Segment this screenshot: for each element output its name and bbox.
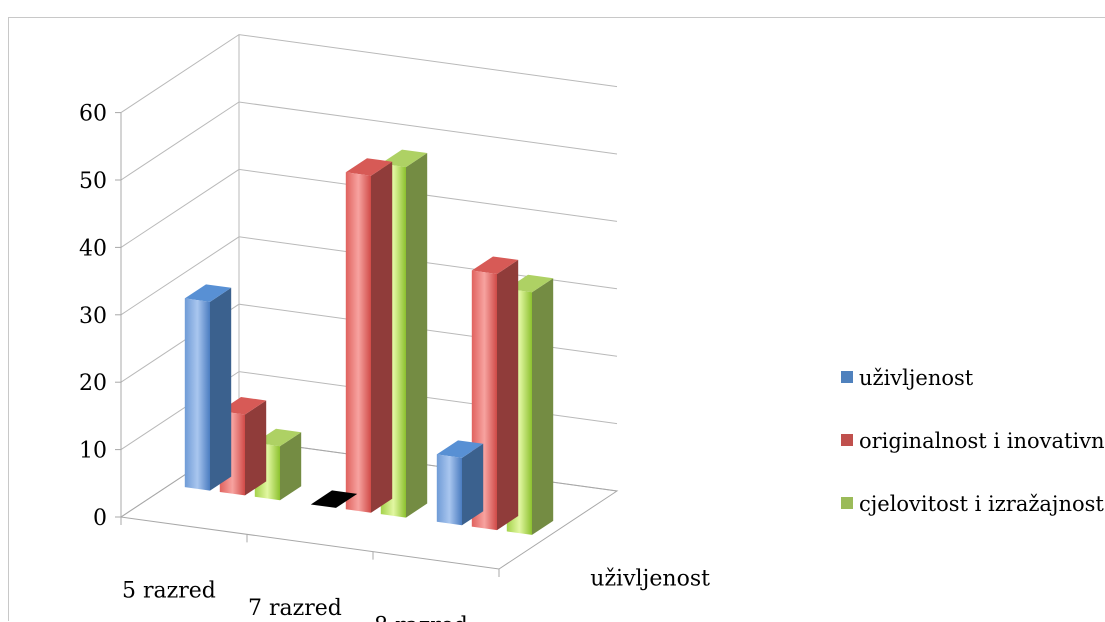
x-tick-label: 7 razred <box>248 596 342 621</box>
bar-side <box>462 443 484 526</box>
legend-entry: originalnost i inovativnost <box>859 429 1105 453</box>
bar <box>345 158 393 513</box>
bar-top <box>380 149 428 168</box>
y-tick-label: 40 <box>79 236 107 261</box>
bar-side <box>210 287 232 491</box>
chart-area: 0 10 20 30 40 50 60 5 razred 7 razred 8 razred uži… <box>8 17 1105 622</box>
bar-top <box>184 284 232 302</box>
bar-front <box>345 172 371 513</box>
legend-swatch <box>841 434 853 446</box>
bar-top <box>436 440 484 458</box>
bar <box>436 440 484 526</box>
legend: uživljenost originalnost i inovativnost cj… <box>841 366 1105 516</box>
bar-front <box>436 454 462 526</box>
y-tick-label: 60 <box>79 102 107 127</box>
y-tick-label: 50 <box>79 169 107 194</box>
y-tick-label: 0 <box>93 506 107 531</box>
bar-side <box>532 278 554 535</box>
bar <box>184 284 232 491</box>
legend-swatch <box>841 497 853 509</box>
depth-axis-label: uživljenost <box>590 567 710 592</box>
bars-layer <box>184 149 554 535</box>
bar-top <box>219 397 267 415</box>
bar-top <box>310 490 358 508</box>
bar-top <box>345 158 393 176</box>
bar-top <box>471 256 519 274</box>
bar-top <box>506 274 554 293</box>
y-tick-label: 20 <box>79 371 107 396</box>
bar-chart-3d: 0 10 20 30 40 50 60 5 razred 7 razred 8 razred uži… <box>79 34 1105 622</box>
labels-layer: 0 10 20 30 40 50 60 5 razred 7 razred 8 razred uži… <box>79 102 710 622</box>
bar-side <box>371 161 393 513</box>
bar-side <box>497 259 519 531</box>
y-tick-label: 30 <box>79 304 107 329</box>
bar-front <box>184 298 210 491</box>
bar-side <box>245 400 267 496</box>
bar <box>310 490 358 508</box>
legend-swatch <box>841 371 853 383</box>
gridline <box>120 34 618 114</box>
bar-side <box>406 153 428 518</box>
legend-entry: uživljenost <box>859 366 974 390</box>
bar-side <box>280 432 302 501</box>
legend-entry: cjelovitost i izražajnost <box>859 492 1104 516</box>
bar-top <box>254 428 302 447</box>
y-tick-label: 10 <box>79 439 107 464</box>
x-tick-label: 5 razred <box>122 579 216 604</box>
x-tick-label: 8 razred <box>374 613 468 622</box>
